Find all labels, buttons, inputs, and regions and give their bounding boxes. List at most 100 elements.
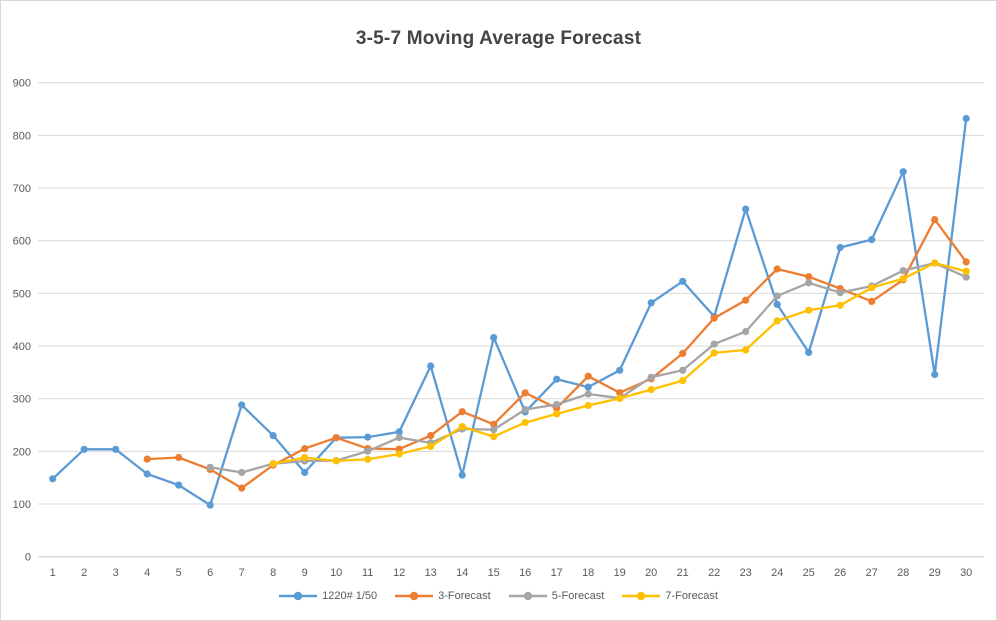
data-point-1220-1-50[interactable] [679,277,687,285]
x-axis-tick-label: 18 [582,567,594,579]
data-point-5-forecast[interactable] [647,373,655,381]
data-point-5-forecast[interactable] [773,292,781,300]
data-point-7-forecast[interactable] [584,401,592,410]
series-line-1220-1-50[interactable] [51,117,968,507]
data-point-1220-1-50[interactable] [206,501,214,509]
data-point-1220-1-50[interactable] [490,334,498,342]
data-point-1220-1-50[interactable] [49,475,57,483]
y-axis-tick-label: 900 [13,78,31,90]
data-point-7-forecast[interactable] [521,419,529,427]
data-point-1220-1-50[interactable] [868,236,876,244]
data-point-3-forecast[interactable] [332,434,340,442]
data-point-5-forecast[interactable] [238,468,246,477]
data-point-7-forecast[interactable] [899,275,907,283]
data-point-3-forecast[interactable] [458,408,466,416]
data-point-7-forecast[interactable] [395,450,403,458]
data-point-7-forecast[interactable] [836,301,844,309]
data-point-7-forecast[interactable] [805,306,813,314]
data-point-5-forecast[interactable] [584,390,592,398]
data-point-1220-1-50[interactable] [301,468,309,476]
x-axis-tick-label: 10 [330,567,342,579]
data-point-1220-1-50[interactable] [112,445,120,453]
legend-item-3-forecast[interactable]: 3-Forecast [395,590,491,602]
data-point-7-forecast[interactable] [269,460,277,468]
series-line-3-forecast[interactable] [146,218,968,490]
data-point-7-forecast[interactable] [616,394,624,402]
data-point-1220-1-50[interactable] [962,114,970,123]
data-point-7-forecast[interactable] [868,284,876,292]
data-point-3-forecast[interactable] [773,265,781,273]
data-point-1220-1-50[interactable] [584,383,592,391]
data-point-1220-1-50[interactable] [80,445,88,453]
data-point-3-forecast[interactable] [584,372,592,380]
data-point-3-forecast[interactable] [301,445,309,453]
data-point-3-forecast[interactable] [868,297,876,305]
data-point-7-forecast[interactable] [742,346,750,354]
data-point-7-forecast[interactable] [301,454,309,462]
data-point-7-forecast[interactable] [773,317,781,325]
data-point-5-forecast[interactable] [490,426,498,434]
data-point-1220-1-50[interactable] [836,243,844,252]
data-point-5-forecast[interactable] [962,273,970,281]
legend-item-1220-1-50[interactable]: 1220# 1/50 [279,590,377,602]
data-point-3-forecast[interactable] [238,484,246,492]
y-axis-tick-label: 400 [13,341,31,353]
data-point-3-forecast[interactable] [490,420,498,428]
data-point-1220-1-50[interactable] [553,375,561,383]
data-point-1220-1-50[interactable] [269,432,277,440]
data-point-3-forecast[interactable] [679,349,687,357]
data-point-5-forecast[interactable] [679,366,687,374]
data-point-5-forecast[interactable] [742,328,750,336]
data-point-5-forecast[interactable] [364,447,372,455]
x-axis-tick-label: 17 [551,567,563,579]
data-point-5-forecast[interactable] [805,279,813,287]
data-point-7-forecast[interactable] [490,433,498,441]
data-point-7-forecast[interactable] [364,455,372,463]
data-point-1220-1-50[interactable] [899,168,907,176]
data-point-7-forecast[interactable] [710,349,718,357]
data-point-5-forecast[interactable] [899,267,907,275]
data-point-3-forecast[interactable] [710,314,718,322]
x-axis-tick-label: 29 [929,567,941,579]
data-point-3-forecast[interactable] [962,258,970,266]
data-point-3-forecast[interactable] [143,455,151,463]
data-point-5-forecast[interactable] [553,400,561,409]
data-point-3-forecast[interactable] [616,389,624,397]
data-point-1220-1-50[interactable] [427,362,435,370]
data-point-7-forecast[interactable] [427,442,435,450]
data-point-1220-1-50[interactable] [458,471,466,479]
x-axis-tick-label: 6 [207,567,213,579]
data-point-1220-1-50[interactable] [805,348,813,356]
data-point-1220-1-50[interactable] [175,481,183,489]
data-point-7-forecast[interactable] [332,457,340,465]
data-point-7-forecast[interactable] [962,267,970,275]
legend-item-5-forecast[interactable]: 5-Forecast [508,590,604,602]
data-point-1220-1-50[interactable] [364,433,372,441]
data-point-5-forecast[interactable] [206,463,214,471]
legend-item-7-forecast[interactable]: 7-Forecast [622,590,718,602]
data-point-1220-1-50[interactable] [143,470,151,478]
data-point-7-forecast[interactable] [647,386,655,394]
data-point-3-forecast[interactable] [742,296,750,304]
data-point-7-forecast[interactable] [679,377,687,385]
data-point-1220-1-50[interactable] [931,370,939,379]
data-point-5-forecast[interactable] [521,405,529,414]
data-point-3-forecast[interactable] [175,453,183,462]
data-point-3-forecast[interactable] [805,273,813,281]
data-point-5-forecast[interactable] [836,289,844,297]
data-point-1220-1-50[interactable] [238,401,246,409]
data-point-3-forecast[interactable] [427,432,435,440]
data-point-3-forecast[interactable] [521,389,529,397]
data-point-7-forecast[interactable] [931,259,939,267]
data-point-1220-1-50[interactable] [742,205,750,213]
data-point-1220-1-50[interactable] [616,366,624,374]
data-point-5-forecast[interactable] [710,340,718,348]
data-point-1220-1-50[interactable] [395,428,403,436]
data-point-5-forecast[interactable] [395,434,403,442]
data-point-3-forecast[interactable] [931,216,939,224]
data-point-1220-1-50[interactable] [647,299,655,307]
data-point-7-forecast[interactable] [458,423,466,431]
data-point-1220-1-50[interactable] [773,300,781,308]
data-point-7-forecast[interactable] [553,410,561,418]
